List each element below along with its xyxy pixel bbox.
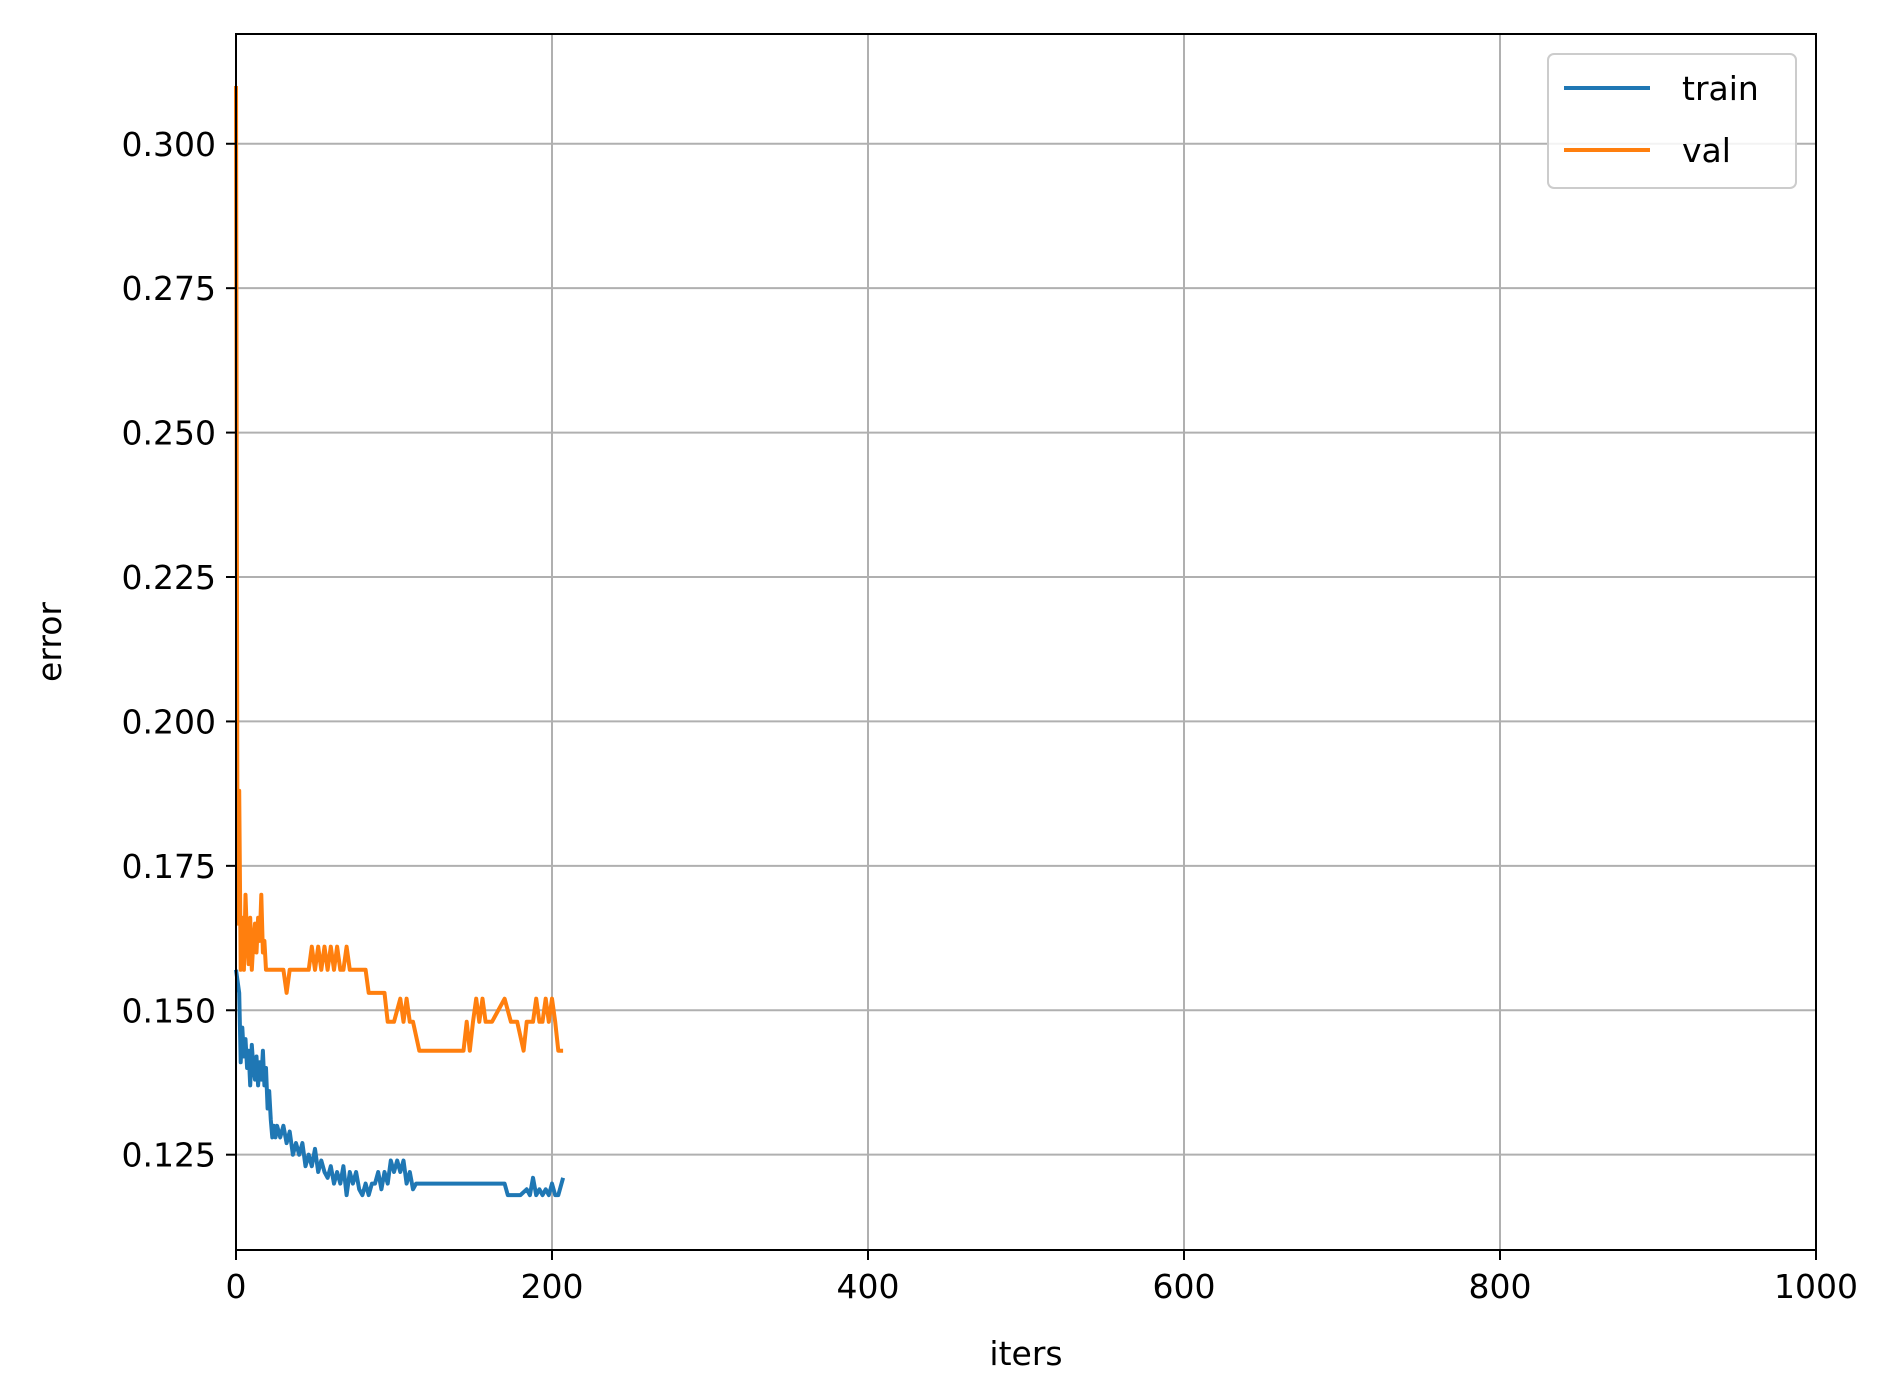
y-tick-label: 0.275 xyxy=(122,269,216,308)
legend-label-train: train xyxy=(1682,69,1759,108)
x-axis-label: iters xyxy=(989,1334,1062,1373)
y-tick-label: 0.250 xyxy=(122,414,216,453)
x-tick-label: 600 xyxy=(1153,1267,1216,1306)
y-tick-label: 0.150 xyxy=(122,991,216,1030)
legend-label-val: val xyxy=(1682,131,1731,170)
y-tick-label: 0.225 xyxy=(122,558,216,597)
plot-frame xyxy=(235,33,1817,1251)
y-tick-label: 0.175 xyxy=(122,847,216,886)
y-axis-ticks: 0.125 0.150 0.175 0.200 0.225 0.250 0.275 0.300 xyxy=(122,125,236,1175)
legend: train val xyxy=(1547,53,1797,189)
x-tick-label: 800 xyxy=(1469,1267,1532,1306)
x-axis-ticks: 0 200 400 600 800 1000 xyxy=(226,1250,1858,1306)
y-axis-label: error xyxy=(30,602,69,682)
x-tick-label: 400 xyxy=(837,1267,900,1306)
y-tick-label: 0.300 xyxy=(122,125,216,164)
x-tick-label: 1000 xyxy=(1774,1267,1858,1306)
x-tick-label: 200 xyxy=(521,1267,584,1306)
series-line-val xyxy=(234,85,564,1053)
series-line-train xyxy=(234,969,566,1198)
y-tick-label: 0.125 xyxy=(122,1136,216,1175)
plot-lines xyxy=(234,85,566,1198)
x-tick-label: 0 xyxy=(226,1267,247,1306)
y-tick-label: 0.200 xyxy=(122,702,216,741)
